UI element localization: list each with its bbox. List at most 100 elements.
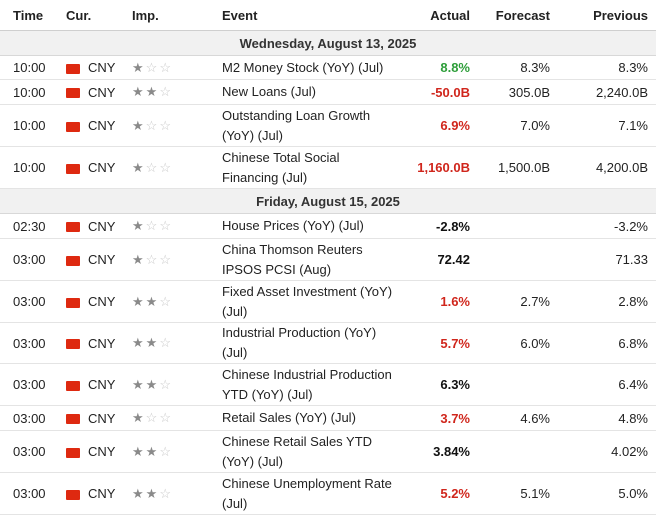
event-currency: CNY [88, 84, 116, 100]
event-actual: 8.8% [402, 55, 478, 80]
event-row[interactable]: 03:00 CNY ★☆☆ Retail Sales (YoY) (Jul) 3.7% 4… [0, 405, 656, 431]
event-name[interactable]: Chinese Industrial Production YTD (YoY) … [222, 363, 402, 406]
china-flag-icon [66, 163, 80, 174]
event-currency-cell: CNY [66, 146, 132, 189]
event-name[interactable]: Fixed Asset Investment (YoY) (Jul) [222, 280, 402, 323]
event-name[interactable]: China Thomson Reuters IPSOS PCSI (Aug) [222, 238, 402, 281]
event-name[interactable]: New Loans (Jul) [222, 79, 402, 105]
event-time: 03:00 [0, 363, 66, 406]
header-forecast[interactable]: Forecast [478, 0, 558, 31]
star-icon: ☆ [159, 251, 173, 267]
event-forecast: 4.6% [478, 405, 558, 431]
star-icon: ☆ [159, 59, 173, 75]
event-name[interactable]: M2 Money Stock (YoY) (Jul) [222, 55, 402, 80]
star-icon: ☆ [159, 376, 173, 392]
event-row[interactable]: 02:30 CNY ★☆☆ House Prices (YoY) (Jul) -2.8%… [0, 213, 656, 239]
china-flag-icon [66, 380, 80, 391]
china-flag-icon [66, 88, 80, 99]
event-previous: 7.1% [558, 104, 656, 147]
event-name[interactable]: Chinese Unemployment Rate (Jul) [222, 472, 402, 515]
event-previous: 8.3% [558, 55, 656, 80]
header-currency[interactable]: Cur. [66, 0, 132, 31]
event-currency-cell: CNY [66, 238, 132, 281]
day-header-row: Friday, August 15, 2025 [0, 188, 656, 214]
event-previous: 2,240.0B [558, 79, 656, 105]
star-icon: ★ [145, 84, 160, 99]
event-previous: 6.4% [558, 363, 656, 406]
event-previous: 4,200.0B [558, 146, 656, 189]
day-header-label: Wednesday, August 13, 2025 [0, 30, 656, 56]
event-currency: CNY [88, 294, 116, 309]
star-icon: ☆ [159, 293, 173, 309]
event-actual: 5.2% [402, 472, 478, 515]
event-row[interactable]: 10:00 CNY ★☆☆ M2 Money Stock (YoY) (Jul) 8.8… [0, 55, 656, 80]
star-icon: ★ [132, 485, 146, 501]
header-event[interactable]: Event [222, 0, 402, 31]
event-row[interactable]: 03:00 CNY ★★☆ Chinese Industrial Production… [0, 363, 656, 406]
event-importance: ★★☆ [132, 363, 222, 406]
event-forecast: 6.0% [478, 322, 558, 364]
event-currency: CNY [88, 60, 116, 75]
header-actual[interactable]: Actual [402, 0, 478, 31]
star-icon: ☆ [159, 485, 173, 501]
star-icon: ★ [132, 59, 146, 75]
calendar-body: Wednesday, August 13, 2025 10:00 CNY ★☆☆ M2 … [0, 30, 656, 515]
china-flag-icon [66, 297, 80, 308]
event-importance: ★☆☆ [132, 55, 222, 80]
china-flag-icon [66, 255, 80, 266]
star-icon: ☆ [145, 410, 160, 425]
event-time: 10:00 [0, 146, 66, 189]
star-icon: ★ [132, 218, 146, 233]
event-row[interactable]: 10:00 CNY ★☆☆ Chinese Total Social Financin… [0, 146, 656, 189]
event-currency: CNY [88, 486, 116, 501]
event-actual: 72.42 [402, 238, 478, 281]
event-currency-cell: CNY [66, 79, 132, 105]
star-icon: ★ [132, 293, 146, 309]
event-forecast: 1,500.0B [478, 146, 558, 189]
event-row[interactable]: 03:00 CNY ★★☆ Industrial Production (YoY) (… [0, 322, 656, 364]
event-name[interactable]: Outstanding Loan Growth (YoY) (Jul) [222, 104, 402, 147]
event-time: 03:00 [0, 430, 66, 473]
star-icon: ☆ [145, 159, 160, 175]
event-currency-cell: CNY [66, 363, 132, 406]
header-importance[interactable]: Imp. [132, 0, 222, 31]
star-icon: ☆ [159, 117, 173, 133]
event-previous: 4.8% [558, 405, 656, 431]
star-icon: ★ [132, 84, 146, 99]
event-importance: ★☆☆ [132, 405, 222, 431]
event-importance: ★★☆ [132, 430, 222, 473]
event-row[interactable]: 03:00 CNY ★☆☆ China Thomson Reuters IPSOS P… [0, 238, 656, 281]
event-currency: CNY [88, 160, 116, 175]
event-row[interactable]: 10:00 CNY ★☆☆ Outstanding Loan Growth (YoY)… [0, 104, 656, 147]
event-importance: ★★☆ [132, 280, 222, 323]
event-name[interactable]: Chinese Retail Sales YTD (YoY) (Jul) [222, 430, 402, 473]
event-actual: 6.3% [402, 363, 478, 406]
event-time: 10:00 [0, 79, 66, 105]
event-name[interactable]: House Prices (YoY) (Jul) [222, 213, 402, 239]
event-currency: CNY [88, 377, 116, 392]
event-time: 03:00 [0, 405, 66, 431]
event-row[interactable]: 03:00 CNY ★★☆ Fixed Asset Investment (YoY) … [0, 280, 656, 323]
china-flag-icon [66, 63, 80, 74]
event-name[interactable]: Industrial Production (YoY) (Jul) [222, 322, 402, 364]
event-currency-cell: CNY [66, 213, 132, 239]
event-forecast: 7.0% [478, 104, 558, 147]
event-name[interactable]: Retail Sales (YoY) (Jul) [222, 405, 402, 431]
event-row[interactable]: 03:00 CNY ★★☆ Chinese Retail Sales YTD (YoY… [0, 430, 656, 473]
event-forecast: 305.0B [478, 79, 558, 105]
event-previous: 6.8% [558, 322, 656, 364]
event-time: 02:30 [0, 213, 66, 239]
event-actual: 5.7% [402, 322, 478, 364]
event-name[interactable]: Chinese Total Social Financing (Jul) [222, 146, 402, 189]
event-row[interactable]: 03:00 CNY ★★☆ Chinese Unemployment Rate (Ju… [0, 472, 656, 515]
event-row[interactable]: 10:00 CNY ★★☆ New Loans (Jul) -50.0B 305.0B 2,… [0, 79, 656, 105]
header-time[interactable]: Time [0, 0, 66, 31]
event-currency-cell: CNY [66, 322, 132, 364]
header-previous[interactable]: Previous [558, 0, 656, 31]
event-previous: 2.8% [558, 280, 656, 323]
event-forecast [478, 238, 558, 281]
china-flag-icon [66, 222, 80, 233]
header-row: Time Cur. Imp. Event Actual Forecast Pre… [0, 0, 656, 31]
event-previous: 4.02% [558, 430, 656, 473]
